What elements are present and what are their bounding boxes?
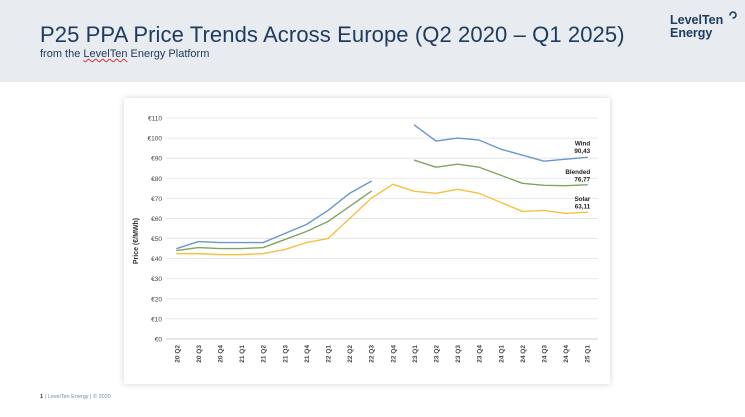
page-number: 1: [40, 394, 44, 400]
x-tick-label: 23 Q4: [477, 345, 484, 363]
x-tick-label: 20 Q4: [218, 345, 225, 363]
x-tick-label: 25 Q1: [585, 345, 592, 363]
series-value-label-solar: 63,11: [575, 204, 591, 211]
x-tick-label: 24 Q3: [542, 345, 549, 363]
y-axis: €0 €10 €20 €30 €40 €50 €60 €70 €80 €90 €100 €110: [148, 116, 163, 344]
y-tick-label: €70: [151, 196, 162, 203]
series-line-solar: [176, 183, 588, 256]
y-tick-label: €0: [155, 337, 163, 344]
y-tick-label: €20: [151, 296, 162, 303]
series-line-blended: [176, 190, 372, 252]
series-line-blended: [413, 159, 588, 187]
y-tick-label: €30: [151, 276, 162, 283]
footer: 1 | LevelTen Energy | © 2020: [40, 394, 111, 400]
x-tick-label: 23 Q3: [455, 345, 462, 363]
price-trends-chart: €0 €10 €20 €30 €40 €50 €60 €70 €80 €90 €100 €110 20…: [133, 116, 598, 363]
x-tick-label: 21 Q3: [282, 345, 289, 363]
x-tick-label: 24 Q4: [563, 345, 570, 363]
series-value-label-blended: 76,77: [574, 176, 590, 183]
x-tick-label: 23 Q1: [412, 345, 419, 363]
logo-line-1: LevelTen: [670, 13, 724, 27]
y-tick-label: €10: [151, 316, 162, 323]
subtitle-brand: LevelTen: [83, 48, 128, 60]
series-line-wind: [176, 180, 372, 250]
x-tick-label: 23 Q2: [434, 345, 441, 363]
series-name-label-wind: Wind: [575, 140, 590, 147]
page-subtitle: from the LevelTen Energy Platform: [40, 48, 209, 60]
y-tick-label: €110: [148, 116, 162, 123]
x-tick-label: 21 Q1: [239, 345, 246, 363]
y-tick-label: €40: [151, 256, 162, 263]
x-tick-label: 24 Q2: [520, 345, 527, 363]
logo-swirl-icon: [729, 11, 737, 19]
y-tick-label: €90: [151, 156, 162, 163]
series-name-label-blended: Blended: [565, 169, 590, 176]
footer-text: | LevelTen Energy | © 2020: [43, 394, 111, 400]
x-axis: 20 Q2 20 Q3 20 Q4 21 Q1 21 Q2 21 Q3 21 Q4 22 Q1…: [174, 345, 591, 363]
logo-line-2: Energy: [670, 26, 713, 40]
y-tick-label: €80: [151, 176, 162, 183]
header-banner: P25 PPA Price Trends Across Europe (Q2 2…: [0, 0, 745, 82]
chart-card: €0 €10 €20 €30 €40 €50 €60 €70 €80 €90 €100 €110 20…: [124, 98, 610, 384]
x-tick-label: 21 Q4: [304, 345, 311, 363]
y-tick-label: €100: [148, 136, 163, 143]
x-tick-label: 20 Q2: [174, 345, 181, 363]
chart-gridlines: [166, 117, 598, 340]
x-tick-label: 22 Q1: [326, 345, 333, 363]
series-line-wind: [413, 124, 588, 162]
x-tick-label: 22 Q3: [369, 345, 376, 363]
x-tick-label: 24 Q1: [498, 345, 505, 363]
subtitle-suffix: Energy Platform: [127, 48, 210, 60]
y-tick-label: €50: [151, 236, 162, 243]
y-tick-label: €60: [151, 216, 162, 223]
x-tick-label: 20 Q3: [196, 345, 203, 363]
x-tick-label: 22 Q4: [390, 345, 397, 363]
series-name-label-solar: Solar: [574, 196, 590, 203]
y-axis-label: Price (€/MWh): [133, 218, 140, 264]
page-title: P25 PPA Price Trends Across Europe (Q2 2…: [40, 22, 625, 47]
x-tick-label: 21 Q2: [261, 345, 268, 363]
subtitle-prefix: from the: [40, 48, 84, 60]
chart-series: [176, 124, 588, 256]
levelten-logo: LevelTen Energy: [670, 11, 740, 44]
series-value-label-wind: 90,43: [574, 148, 590, 155]
x-tick-label: 22 Q2: [347, 345, 354, 363]
